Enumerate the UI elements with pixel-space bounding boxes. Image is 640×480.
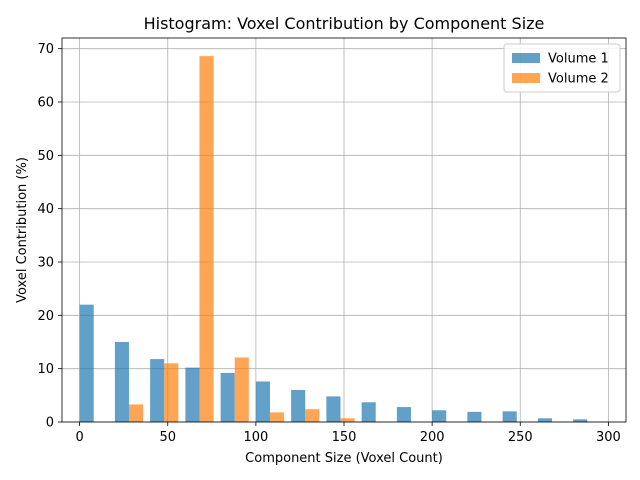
bar-volume-2: [234, 357, 249, 422]
y-tick-label: 10: [37, 362, 54, 377]
bar-volume-1: [150, 359, 165, 422]
y-tick-label: 60: [37, 96, 54, 111]
x-tick-label: 0: [75, 430, 83, 445]
y-tick-label: 30: [37, 256, 54, 271]
x-tick-label: 250: [508, 430, 533, 445]
x-tick-label: 200: [420, 430, 445, 445]
legend-label: Volume 2: [548, 72, 609, 87]
grid-lines: [62, 38, 626, 423]
y-tick-label: 70: [37, 42, 54, 57]
legend-swatch: [512, 53, 540, 63]
bar-volume-2: [128, 404, 144, 422]
chart-title: Histogram: Voxel Contribution by Compone…: [144, 14, 545, 33]
x-axis-ticks: 0 50 100 150 200 250 300: [75, 422, 621, 445]
bar-volume-1: [361, 402, 376, 422]
bars-layer: [79, 56, 588, 423]
bar-volume-1: [396, 407, 411, 422]
y-tick-label: 40: [37, 202, 54, 217]
x-tick-label: 50: [159, 430, 176, 445]
legend: Volume 1 Volume 2: [503, 43, 621, 93]
legend-label: Volume 1: [548, 52, 609, 67]
bar-volume-1: [432, 410, 447, 422]
bar-volume-2: [305, 409, 320, 422]
bar-volume-1: [291, 390, 306, 422]
y-tick-label: 50: [37, 149, 54, 164]
bar-volume-1: [467, 411, 482, 422]
bar-volume-2: [199, 56, 214, 423]
bar-volume-1: [573, 419, 588, 422]
x-tick-label: 100: [243, 430, 268, 445]
bar-volume-2: [269, 412, 285, 422]
y-axis-ticks: 0 10 20 30 40 50 60 70: [37, 42, 62, 431]
y-tick-label: 0: [46, 416, 54, 431]
bar-volume-1: [537, 418, 552, 422]
y-axis-title: Voxel Contribution (%): [15, 157, 30, 303]
y-tick-label: 20: [37, 309, 54, 324]
bar-volume-2: [164, 363, 179, 422]
bar-volume-1: [79, 304, 94, 422]
bar-volume-1: [185, 367, 200, 422]
x-tick-label: 150: [332, 430, 357, 445]
x-tick-label: 300: [596, 430, 621, 445]
bar-volume-1: [326, 396, 341, 422]
bar-volume-1: [114, 342, 129, 422]
legend-swatch: [512, 73, 540, 83]
bar-volume-1: [220, 372, 235, 422]
bar-volume-1: [502, 411, 517, 422]
x-axis-title: Component Size (Voxel Count): [245, 451, 443, 466]
bar-volume-2: [340, 418, 355, 422]
bar-volume-1: [255, 381, 270, 422]
